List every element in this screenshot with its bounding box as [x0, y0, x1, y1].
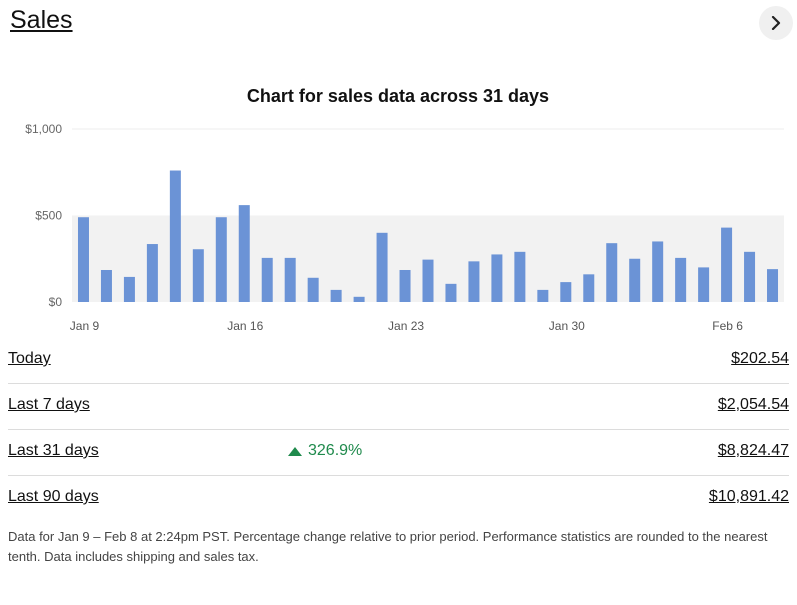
summary-row-7-days: Last 7 days $2,054.54: [8, 384, 789, 430]
bar-jan-19[interactable]: [307, 277, 319, 302]
bar-feb-6[interactable]: [721, 227, 733, 302]
bar-feb-7[interactable]: [744, 251, 756, 302]
bar-jan-28[interactable]: [514, 251, 526, 302]
period-value-7-days[interactable]: $2,054.54: [717, 396, 789, 413]
y-tick-label: $0: [49, 295, 63, 309]
change-percent: 326.9%: [308, 442, 363, 459]
bar-jan-31[interactable]: [583, 274, 595, 302]
bar-jan-29[interactable]: [537, 289, 549, 302]
chart-title: Chart for sales data across 31 days: [247, 86, 549, 106]
chevron-right-icon: [771, 16, 781, 30]
bar-jan-25[interactable]: [445, 283, 457, 302]
bar-jan-14[interactable]: [192, 249, 204, 302]
bar-jan-22[interactable]: [376, 232, 388, 302]
footnote: Data for Jan 9 – Feb 8 at 2:24pm PST. Pe…: [8, 529, 768, 564]
bar-jan-13[interactable]: [169, 170, 181, 302]
summary-row-90-days: Last 90 days $10,891.42: [8, 476, 789, 521]
period-value-90-days[interactable]: $10,891.42: [708, 488, 789, 505]
bar-jan-15[interactable]: [215, 217, 227, 302]
sales-chart: Chart for sales data across 31 days $1,0…: [0, 80, 797, 340]
x-tick-label: Jan 16: [227, 319, 263, 333]
period-value-31-days[interactable]: $8,824.47: [717, 442, 789, 459]
bar-jan-10[interactable]: [100, 269, 112, 302]
y-tick-label: $1,000: [25, 122, 62, 136]
x-tick-label: Feb 6: [712, 319, 743, 333]
card-header: Sales: [10, 6, 73, 35]
bar-jan-26[interactable]: [468, 261, 480, 302]
sales-summary-list: Today $202.54 Last 7 days $2,054.54 Last…: [8, 338, 789, 521]
up-arrow-icon: [288, 446, 302, 456]
period-label-31-days[interactable]: Last 31 days: [8, 442, 99, 459]
bar-jan-11[interactable]: [123, 276, 135, 302]
bar-jan-23[interactable]: [399, 269, 411, 302]
x-tick-label: Jan 9: [70, 319, 100, 333]
bar-feb-3[interactable]: [652, 241, 664, 302]
bar-feb-2[interactable]: [629, 258, 641, 302]
sales-bar-chart: Chart for sales data across 31 days $1,0…: [25, 86, 784, 333]
period-value-today[interactable]: $202.54: [731, 350, 789, 367]
change-indicator: 326.9%: [288, 442, 362, 460]
bar-jan-20[interactable]: [330, 289, 342, 302]
period-label-7-days[interactable]: Last 7 days: [8, 396, 90, 413]
bar-feb-8[interactable]: [767, 269, 779, 302]
bar-jan-16[interactable]: [238, 205, 250, 302]
bar-jan-17[interactable]: [261, 257, 273, 302]
bar-jan-12[interactable]: [146, 244, 158, 302]
summary-row-31-days: Last 31 days 326.9% $8,824.47: [8, 430, 789, 476]
bar-jan-24[interactable]: [422, 259, 434, 302]
bar-jan-27[interactable]: [491, 254, 503, 302]
bar-jan-18[interactable]: [284, 257, 296, 302]
y-tick-label: $500: [35, 209, 62, 223]
bar-jan-30[interactable]: [560, 282, 572, 302]
next-button[interactable]: [759, 6, 793, 40]
bar-jan-21[interactable]: [353, 296, 365, 302]
bar-feb-1[interactable]: [606, 243, 618, 302]
card-title[interactable]: Sales: [10, 6, 73, 34]
x-tick-label: Jan 30: [549, 319, 585, 333]
bar-feb-4[interactable]: [675, 257, 687, 302]
bar-jan-9[interactable]: [77, 217, 89, 302]
summary-row-today: Today $202.54: [8, 338, 789, 384]
x-tick-label: Jan 23: [388, 319, 424, 333]
bar-feb-5[interactable]: [698, 267, 710, 302]
period-label-today[interactable]: Today: [8, 350, 51, 367]
period-label-90-days[interactable]: Last 90 days: [8, 488, 99, 505]
